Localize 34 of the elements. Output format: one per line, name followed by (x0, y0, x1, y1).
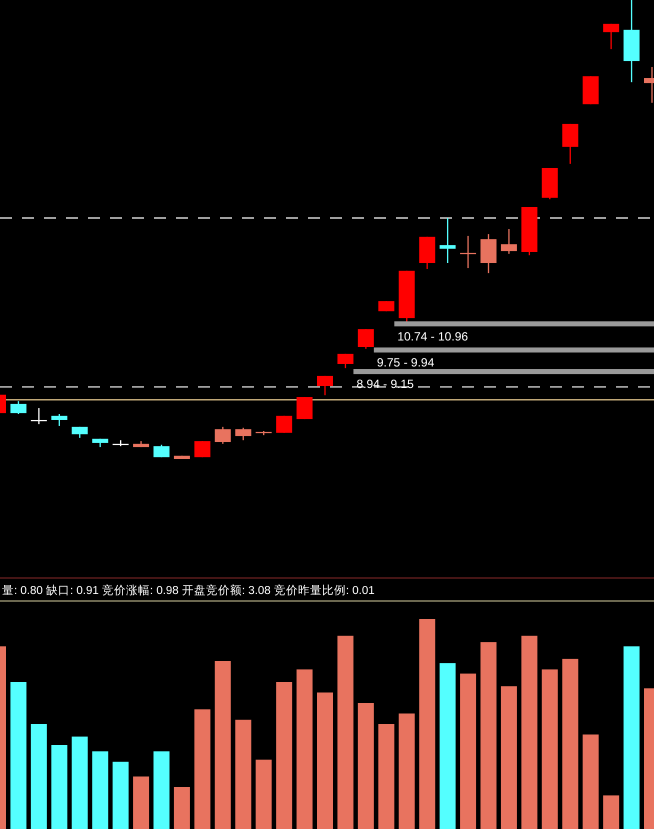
bar (419, 619, 436, 829)
chart-title: 量: 0.80 缺口: 0.91 竞价涨幅: 0.98 开盘竞价额: 3.08 竞价昨量比例: 0.01 (2, 583, 375, 597)
bar (133, 776, 150, 829)
bar (358, 703, 374, 829)
bar (296, 669, 313, 829)
bar (51, 745, 68, 829)
bar (174, 787, 190, 829)
bar (603, 795, 620, 829)
bar (582, 734, 599, 829)
bar (624, 646, 640, 829)
bar (460, 674, 476, 829)
bar (480, 642, 496, 829)
bar (235, 720, 252, 829)
bar (317, 692, 333, 829)
bar (194, 709, 210, 829)
bar (440, 663, 456, 829)
bar (378, 724, 394, 829)
bar (92, 751, 108, 829)
bar (10, 682, 26, 829)
bar (214, 661, 231, 829)
bar (72, 736, 88, 829)
bar (542, 669, 558, 829)
bar (276, 682, 292, 829)
band-label: 10.74 - 10.96 (397, 329, 468, 344)
bar (562, 658, 578, 829)
bar (500, 686, 517, 829)
bar (521, 636, 538, 829)
bar (337, 636, 354, 829)
bar (112, 762, 129, 829)
bar (30, 724, 47, 829)
bar (154, 751, 170, 829)
bar (256, 760, 272, 829)
band-label: 9.75 - 9.94 (376, 356, 435, 370)
bar (398, 714, 415, 829)
